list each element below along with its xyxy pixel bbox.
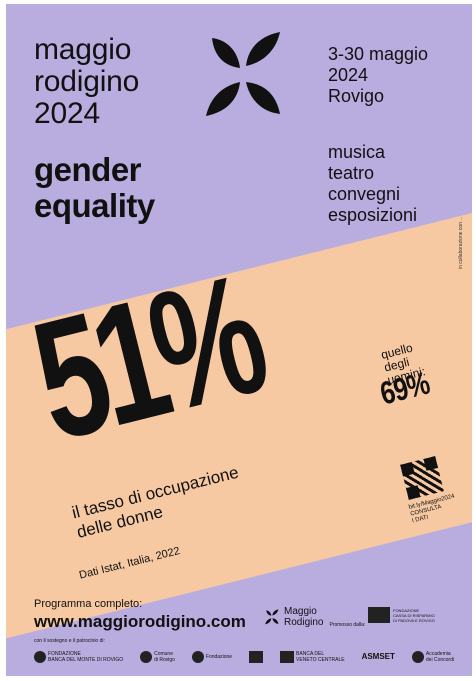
academy-logo-icon bbox=[411, 651, 424, 663]
leaf-small-icon bbox=[265, 609, 279, 625]
foundation-text: FONDAZIONE CASSA DI RISPARMIO DI PADOVA … bbox=[393, 607, 435, 623]
event-theme: gender equality bbox=[34, 151, 155, 224]
event-disciplines: musica teatro convegni esposizioni bbox=[328, 142, 418, 225]
website-link[interactable]: www.maggiorodigino.com bbox=[34, 612, 246, 631]
foundation-mark-icon bbox=[368, 607, 390, 623]
foundation-logo: FONDAZIONE CASSA DI RISPARMIO DI PADOVA … bbox=[368, 606, 450, 624]
event-title: maggio rodigino 2024 bbox=[34, 33, 140, 130]
program-label: Programma completo: bbox=[34, 598, 143, 610]
sponsor-item: Fondazione bbox=[191, 651, 232, 663]
sponsor-item: BANCA DEL VENETO CENTRALE bbox=[280, 651, 345, 663]
sponsor-item: ASMSET bbox=[361, 652, 395, 661]
event-dates: 3-30 maggio 2024 Rovigo bbox=[328, 44, 429, 106]
brand-sub: Promosso dalla: bbox=[329, 622, 366, 628]
design-credit: in collaborazione con ... bbox=[458, 216, 464, 269]
partners-label: con il sostegno e il patrocinio di: bbox=[34, 638, 105, 644]
pattern-logo-icon bbox=[249, 651, 264, 663]
sponsor-item: Accademia dei Concordi bbox=[411, 651, 454, 663]
poster: maggio rodigino 2024 3-30 maggio 2024 Ro… bbox=[6, 4, 472, 676]
sponsor-row: FONDAZIONE BANCA DEL MONTE DI ROVIGO Com… bbox=[34, 648, 454, 666]
bank-logo-icon bbox=[280, 651, 295, 663]
brand-logo: Maggio Rodigino Promosso dalla: bbox=[264, 606, 365, 628]
brand-name: Maggio Rodigino bbox=[284, 606, 324, 628]
coat-of-arms-icon bbox=[140, 651, 153, 663]
sponsor-item bbox=[249, 651, 264, 663]
ring-logo-icon bbox=[191, 651, 204, 663]
sponsor-item: FONDAZIONE BANCA DEL MONTE DI ROVIGO bbox=[34, 651, 123, 663]
seal-icon bbox=[34, 651, 46, 663]
leaf-logo-icon bbox=[206, 32, 280, 116]
sponsor-item: Comune di Rovigo bbox=[140, 651, 175, 663]
